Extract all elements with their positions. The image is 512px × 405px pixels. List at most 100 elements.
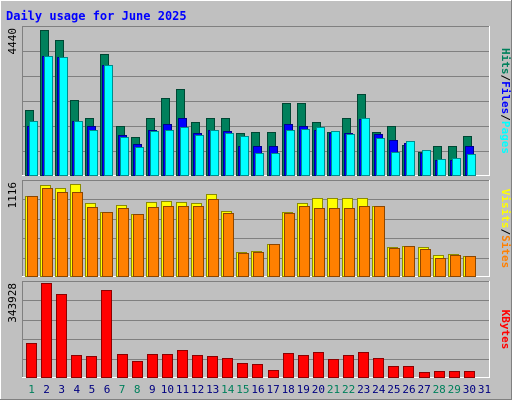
bar-pages-day-3 — [59, 57, 68, 176]
bar-sites-day-1 — [27, 196, 38, 277]
bar-sites-day-25 — [389, 248, 400, 277]
legend-part: Sites — [499, 235, 512, 268]
bar-sites-day-19 — [299, 206, 310, 277]
bar-kbytes-day-20 — [313, 352, 324, 378]
bar-pages-day-13 — [210, 130, 219, 176]
bar-kbytes-day-9 — [147, 354, 158, 378]
chart-title: Daily usage for June 2025 — [6, 9, 187, 23]
x-axis-day-labels: 1 2 3 4 5 6 7 8 9 10 11 12 13 14 15 16 17 18 19 20 21 22 23 24 2… — [28, 383, 491, 396]
bar-kbytes-day-5 — [86, 356, 97, 378]
bar-kbytes-day-15 — [237, 363, 248, 378]
legend-part: / — [499, 229, 512, 236]
bar-sites-day-14 — [223, 213, 234, 277]
bar-sites-day-3 — [57, 192, 68, 277]
bar-kbytes-day-23 — [358, 352, 369, 378]
bar-kbytes-day-14 — [222, 358, 233, 378]
bar-sites-day-20 — [314, 208, 325, 277]
bar-pages-day-22 — [346, 134, 355, 176]
bar-pages-day-9 — [150, 131, 159, 176]
bar-pages-day-12 — [195, 135, 204, 176]
bar-pages-day-27 — [422, 150, 431, 176]
bar-pages-day-1 — [29, 121, 38, 176]
legend-part: KBytes — [499, 310, 512, 350]
day-label-16: 16 — [251, 383, 264, 396]
bar-kbytes-day-7 — [117, 354, 128, 378]
bar-pages-day-30 — [467, 154, 476, 176]
bar-sites-day-27 — [420, 249, 431, 277]
bar-sites-day-4 — [72, 192, 83, 277]
bar-sites-day-11 — [178, 206, 189, 277]
bar-pages-day-15 — [240, 136, 249, 176]
day-label-14: 14 — [221, 383, 235, 396]
bar-kbytes-day-21 — [328, 359, 339, 378]
bar-pages-day-23 — [361, 118, 370, 176]
day-label-11: 11 — [176, 383, 189, 396]
bar-pages-day-19 — [301, 129, 310, 176]
bar-pages-day-26 — [406, 141, 415, 176]
bar-pages-day-20 — [316, 127, 325, 176]
bar-sites-day-18 — [284, 213, 295, 277]
bar-sites-day-21 — [329, 208, 340, 277]
day-label-24: 24 — [372, 383, 386, 396]
bar-pages-day-29 — [452, 158, 461, 176]
bar-kbytes-day-6 — [101, 290, 112, 378]
bar-kbytes-day-26 — [403, 366, 414, 378]
legend-part: / — [499, 75, 512, 82]
bar-kbytes-day-25 — [388, 366, 399, 378]
bar-kbytes-day-16 — [252, 364, 263, 378]
bar-kbytes-day-10 — [162, 354, 173, 378]
bar-kbytes-day-24 — [373, 358, 384, 378]
bar-sites-day-6 — [102, 212, 113, 277]
legend-part: Pages — [499, 121, 512, 154]
day-label-19: 19 — [297, 383, 310, 396]
legend-part: Visits — [499, 189, 512, 229]
day-label-27: 27 — [417, 383, 430, 396]
legend-part: / — [499, 114, 512, 121]
bar-pages-day-10 — [165, 130, 174, 176]
bar-sites-day-10 — [163, 206, 174, 277]
day-label-7: 7 — [119, 383, 126, 396]
bar-sites-day-23 — [359, 206, 370, 277]
bar-kbytes-day-28 — [434, 371, 445, 378]
legend-part: Files — [499, 81, 512, 114]
bar-kbytes-day-29 — [449, 371, 460, 378]
bar-sites-day-9 — [148, 207, 159, 277]
day-label-3: 3 — [58, 383, 65, 396]
bar-kbytes-day-2 — [41, 283, 52, 378]
bar-sites-day-8 — [133, 214, 144, 277]
bar-pages-day-11 — [180, 127, 189, 176]
day-label-26: 26 — [402, 383, 415, 396]
bar-kbytes-day-13 — [207, 356, 218, 378]
bar-kbytes-day-12 — [192, 355, 203, 378]
bar-sites-day-2 — [42, 188, 53, 277]
day-label-9: 9 — [149, 383, 156, 396]
bar-sites-day-17 — [269, 244, 280, 277]
day-label-20: 20 — [312, 383, 325, 396]
bar-sites-day-16 — [253, 252, 264, 277]
legend-hits-files-pages: Hits/Files/Pages — [499, 48, 512, 154]
bar-pages-day-16 — [255, 153, 264, 176]
day-label-17: 17 — [266, 383, 279, 396]
legend-part: Hits — [499, 48, 512, 75]
bar-pages-day-28 — [437, 159, 446, 176]
bar-kbytes-day-4 — [71, 355, 82, 378]
day-label-12: 12 — [191, 383, 204, 396]
bar-sites-day-5 — [87, 207, 98, 277]
bar-sites-day-15 — [238, 253, 249, 277]
day-label-1: 1 — [28, 383, 35, 396]
bar-sites-day-24 — [374, 206, 385, 277]
bar-kbytes-day-18 — [283, 353, 294, 378]
bar-pages-day-24 — [376, 138, 385, 176]
bar-kbytes-day-22 — [343, 355, 354, 378]
bar-pages-day-4 — [74, 121, 83, 176]
bar-pages-day-25 — [391, 152, 400, 176]
bar-sites-day-22 — [344, 208, 355, 277]
y-max-label: 4440 — [6, 28, 19, 55]
bar-pages-day-8 — [135, 147, 144, 176]
day-label-15: 15 — [236, 383, 249, 396]
y-max-label: 343928 — [6, 283, 19, 323]
